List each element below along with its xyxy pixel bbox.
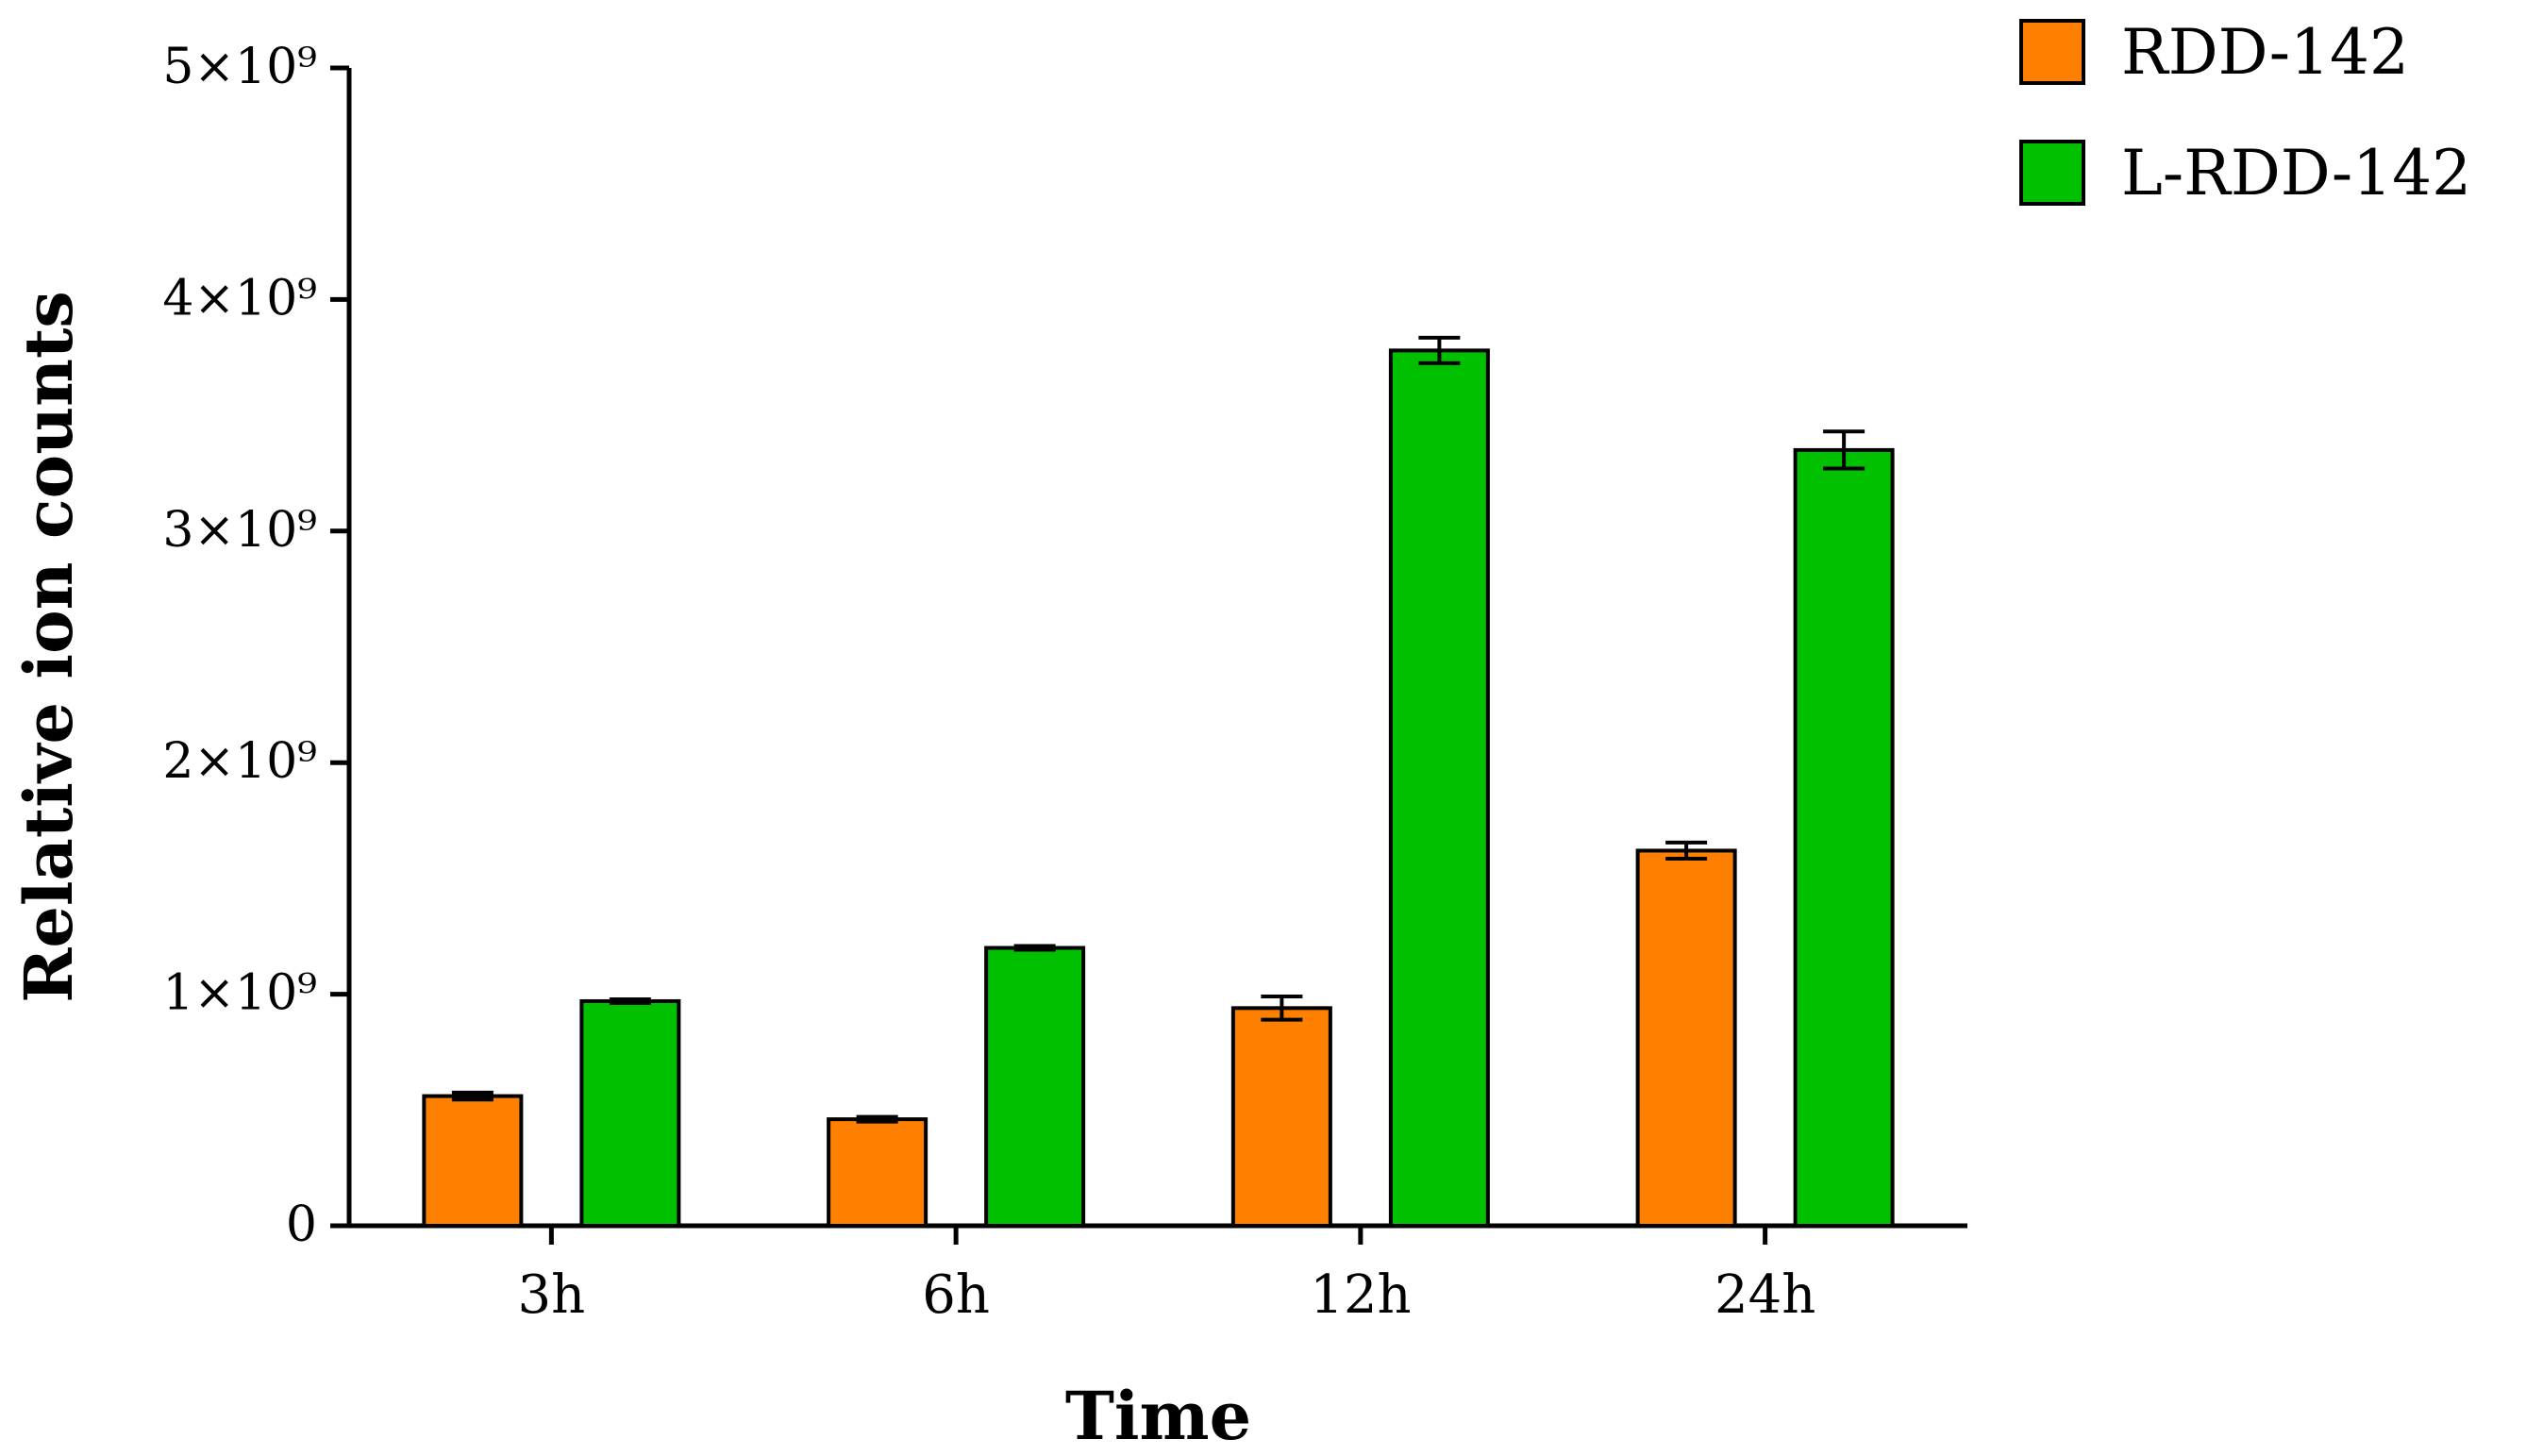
- legend-swatch: [2019, 19, 2085, 85]
- bar-rdd-142: [1635, 848, 1737, 1229]
- x-axis-title: Time: [1065, 1377, 1251, 1455]
- bar-l-rdd-142: [1388, 348, 1490, 1228]
- bars-layer: [422, 335, 1895, 1229]
- legend: RDD-142 L-RDD-142: [2019, 16, 2471, 209]
- legend-swatch: [2019, 140, 2085, 206]
- y-tick-label: 1×10⁹: [162, 965, 317, 1022]
- legend-label: RDD-142: [2121, 16, 2409, 89]
- x-tick-label: 6h: [922, 1264, 990, 1326]
- x-tick-label: 3h: [518, 1264, 586, 1326]
- y-tick-label: 2×10⁹: [162, 733, 317, 790]
- y-tick-label: 4×10⁹: [162, 270, 317, 326]
- y-axis-title: Relative ion counts: [9, 291, 88, 1003]
- bar-rdd-142: [422, 1094, 524, 1229]
- bar-l-rdd-142: [984, 946, 1086, 1229]
- y-tick-label: 3×10⁹: [162, 502, 317, 559]
- bar-l-rdd-142: [1793, 447, 1895, 1229]
- x-tick-label: 12h: [1310, 1264, 1411, 1326]
- legend-label: L-RDD-142: [2121, 137, 2471, 209]
- bar-rdd-142: [827, 1117, 928, 1228]
- bar-l-rdd-142: [579, 998, 681, 1229]
- x-tick-label: 24h: [1715, 1264, 1815, 1326]
- bar-rdd-142: [1230, 1006, 1332, 1228]
- y-tick-label: 5×10⁹: [162, 39, 317, 95]
- labels-layer: Time Relative ion counts 0 1×10⁹ 2×10⁹ 3×10…: [9, 39, 1815, 1455]
- y-tick-label: 0: [286, 1197, 317, 1253]
